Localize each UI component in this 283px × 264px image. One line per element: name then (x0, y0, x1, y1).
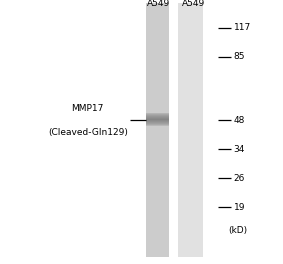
Text: MMP17: MMP17 (72, 104, 104, 113)
Text: 48: 48 (233, 116, 245, 125)
Text: 34: 34 (233, 145, 245, 154)
Text: 26: 26 (233, 174, 245, 183)
Text: (kD): (kD) (228, 227, 247, 235)
Text: A549: A549 (182, 0, 205, 8)
Text: 117: 117 (233, 23, 251, 32)
Text: A549: A549 (147, 0, 170, 8)
Text: (Cleaved-Gln129): (Cleaved-Gln129) (48, 128, 128, 136)
Text: 19: 19 (233, 203, 245, 212)
Text: 85: 85 (233, 52, 245, 61)
